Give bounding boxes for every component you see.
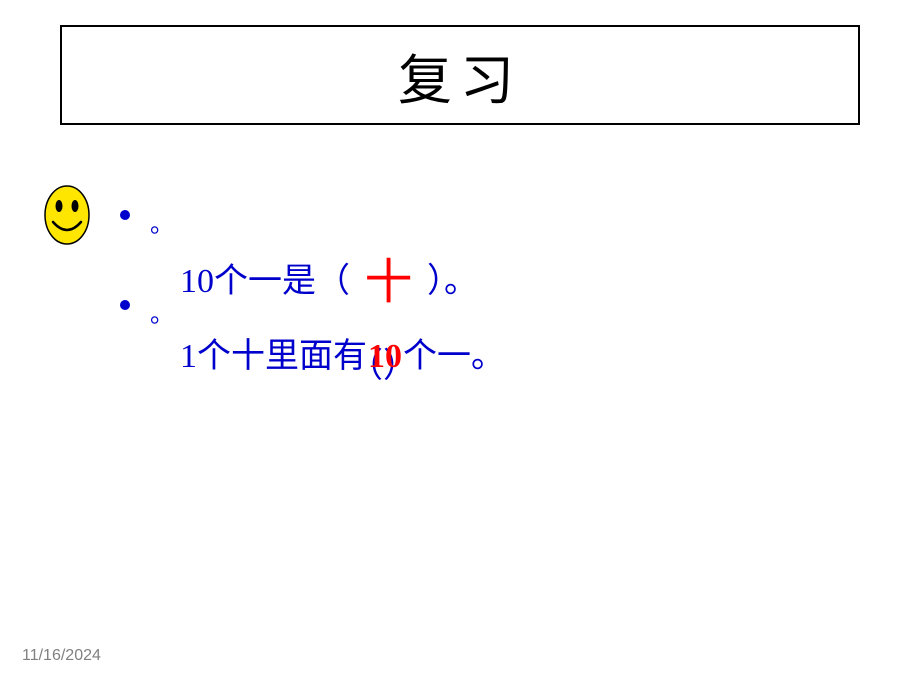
question-line-1: 10个一是（ 十 ）。 [180,236,478,306]
page-title: 复习 [398,36,522,115]
line2-text-before: 1个十里面有 [180,338,367,375]
small-circle-2: 。 [150,294,174,329]
question-line-2: 1个十里面有（）10个一。 [180,328,505,377]
bullet-dot-2 [120,300,130,310]
answer-2: 10 [368,338,402,375]
line2-text-after: 个一。 [403,338,505,375]
smiley-icon [42,184,92,246]
small-circle-1: 。 [150,204,174,239]
answer-1: 十 [359,242,419,312]
answer-2-wrapper: （）10 [367,338,403,376]
bullet-dot-1 [120,210,130,220]
line1-text-after: ）。 [427,263,478,300]
footer-date: 11/16/2024 [22,647,101,665]
line1-text-before: 10个一是（ [180,263,350,300]
title-box: 复习 [60,25,860,125]
